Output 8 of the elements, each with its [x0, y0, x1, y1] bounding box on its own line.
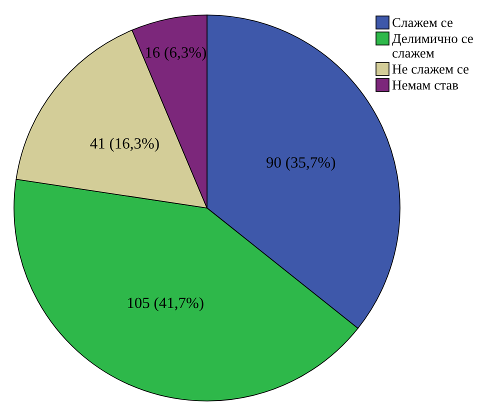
data-label: 41 (16,3%)	[90, 136, 160, 153]
legend-label: Делимично се слажем	[392, 31, 474, 60]
data-label: 16 (6,3%)	[144, 44, 207, 62]
data-label: 105 (41,7%)	[126, 295, 204, 312]
legend-label: Не слажем се	[392, 62, 470, 76]
legend-label: Немам став	[392, 78, 459, 92]
data-label: 90 (35,7%)	[266, 154, 336, 172]
legend-label: Слажем се	[392, 15, 453, 30]
